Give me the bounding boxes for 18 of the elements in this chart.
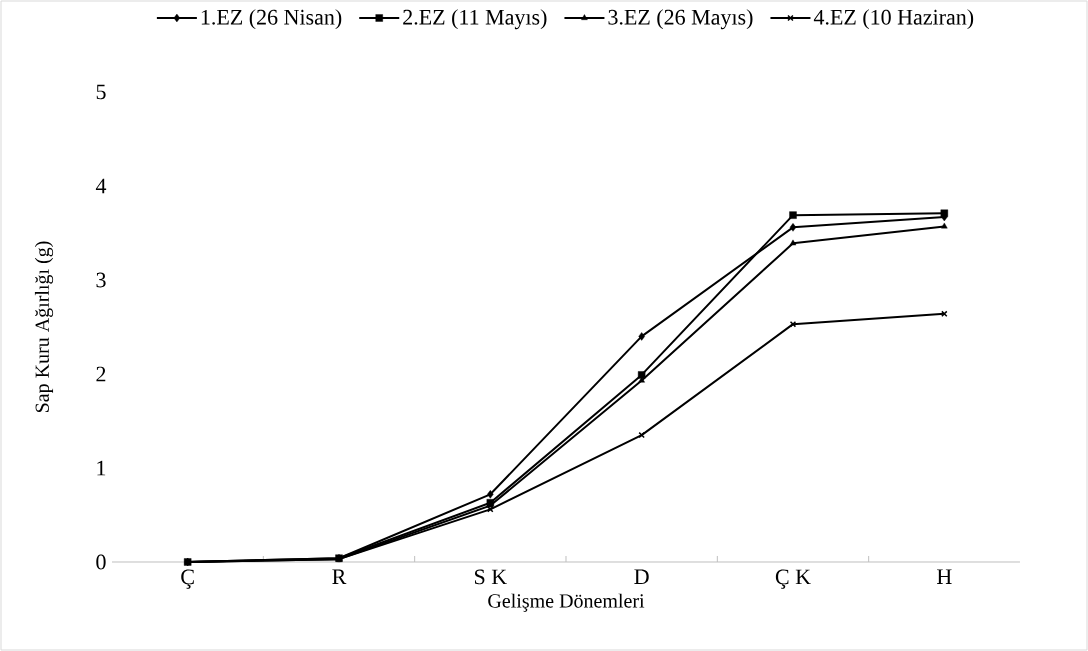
x-axis-title: Gelişme Dönemleri — [488, 593, 645, 612]
legend-label: 4.EZ (10 Haziran) — [813, 9, 974, 30]
x-tick-label: R — [332, 569, 347, 584]
x-tick-label: Ç — [181, 569, 194, 589]
y-tick-label: 3 — [96, 272, 106, 288]
x-tick-label: Ç K — [775, 569, 811, 589]
y-tick-label: 0 — [96, 554, 106, 570]
x-tick-label: D — [634, 569, 649, 584]
y-tick-label: 4 — [95, 178, 107, 194]
legend-label: 3.EZ (26 Mayıs) — [608, 9, 753, 30]
legend-label: 2.EZ (11 Mayıs) — [403, 9, 547, 30]
legend-label: 1.EZ (26 Nisan) — [201, 9, 342, 30]
y-tick-label: 1 — [97, 460, 106, 476]
y-axis-title: Sap Kuru Ağırlığı (g) — [34, 241, 54, 413]
y-tick-label: 5 — [96, 84, 106, 100]
x-tick-label: H — [937, 569, 952, 584]
y-tick-label: 2 — [96, 366, 106, 382]
x-tick-label: S K — [475, 569, 507, 585]
